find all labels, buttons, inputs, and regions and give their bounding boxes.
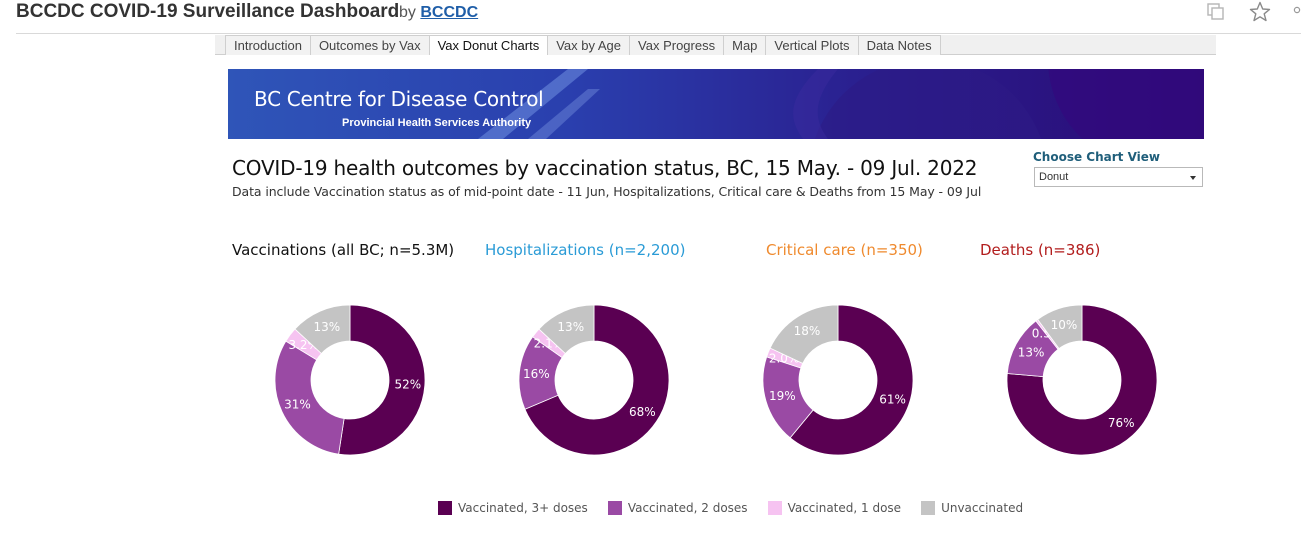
author-link[interactable]: BCCDC xyxy=(420,4,479,21)
author-line: by BCCDC xyxy=(399,4,478,22)
tab-introduction[interactable]: Introduction xyxy=(225,35,310,55)
star-icon[interactable] xyxy=(1248,0,1272,24)
tab-list: Introduction Outcomes by Vax Vax Donut Cha… xyxy=(225,35,941,55)
dashboard-header: BCCDC COVID-19 Surveillance Dashboard by… xyxy=(0,0,1301,34)
tab-vax-by-age[interactable]: Vax by Age xyxy=(547,35,630,55)
donut-data-label: 10% xyxy=(1051,318,1078,332)
legend-swatch xyxy=(438,501,452,515)
legend-item[interactable]: Vaccinated, 1 dose xyxy=(767,501,902,515)
more-icon[interactable] xyxy=(1293,6,1301,14)
chevron-down-icon xyxy=(1190,176,1196,180)
chart-view-dropdown[interactable]: Donut xyxy=(1034,167,1203,187)
header-divider xyxy=(16,33,1301,34)
legend-label: Vaccinated, 1 dose xyxy=(787,501,902,515)
chart-title-hospitalizations: Hospitalizations (n=2,200) xyxy=(485,241,686,259)
chart-view-label: Choose Chart View xyxy=(1033,150,1160,164)
donut-data-label: 61% xyxy=(879,393,906,407)
donut-data-label: 52% xyxy=(394,377,421,391)
chart-title-critical-care: Critical care (n=350) xyxy=(766,241,923,259)
donut-data-label: 13% xyxy=(1018,345,1045,359)
bccdc-banner: BC Centre for Disease Control Provincial… xyxy=(228,69,1204,139)
chart-view-selected: Donut xyxy=(1039,171,1069,183)
donut-data-label: 18% xyxy=(794,324,821,338)
data-note: Data include Vaccination status as of mi… xyxy=(232,184,982,199)
chart-title-vaccinations: Vaccinations (all BC; n=5.3M) xyxy=(232,241,455,259)
chart-legend: Vaccinated, 3+ doses Vaccinated, 2 doses V… xyxy=(438,500,1043,516)
donut-chart-3: 76%13%0.5%10% xyxy=(1006,304,1158,456)
donut-segment-vax-3-doses[interactable] xyxy=(1006,304,1158,456)
donut-data-label: 13% xyxy=(313,320,340,334)
donut-chart-0: 52%31%3.2%13% xyxy=(274,304,426,456)
donut-segment-unvaccinated[interactable] xyxy=(1037,304,1083,350)
donut-data-label: 31% xyxy=(284,398,311,412)
donut-segment-unvaccinated[interactable] xyxy=(294,304,351,355)
donut-chart-1: 68%16%2.1%13% xyxy=(518,304,670,456)
donut-data-label: 68% xyxy=(629,405,656,419)
donut-segment-vax-3-doses[interactable] xyxy=(524,304,670,456)
legend-label: Unvaccinated xyxy=(941,501,1024,515)
donut-chart-2: 61%19%2.0%18% xyxy=(762,304,914,456)
donut-data-label: 76% xyxy=(1108,416,1135,430)
donut-segment-unvaccinated[interactable] xyxy=(769,304,839,364)
legend-swatch xyxy=(921,501,936,515)
donut-data-label: 13% xyxy=(557,320,584,334)
donut-segment-vax-2-doses[interactable] xyxy=(274,340,345,455)
donut-segment-vax-3-doses[interactable] xyxy=(789,304,914,456)
donut-data-label: 16% xyxy=(523,367,550,381)
donut-segment-vax-3-doses[interactable] xyxy=(338,304,426,456)
legend-swatch xyxy=(607,501,622,515)
dashboard-title: BCCDC COVID-19 Surveillance Dashboard xyxy=(16,1,400,22)
legend-item[interactable]: Unvaccinated xyxy=(921,501,1023,515)
tab-outcomes-by-vax[interactable]: Outcomes by Vax xyxy=(309,35,429,55)
tab-vax-progress[interactable]: Vax Progress xyxy=(629,35,724,55)
legend-label: Vaccinated, 3+ doses xyxy=(458,501,588,515)
tab-vertical-plots[interactable]: Vertical Plots xyxy=(765,35,858,55)
legend-item[interactable]: Vaccinated, 3+ doses xyxy=(438,501,588,515)
tab-vax-donut-charts[interactable]: Vax Donut Charts xyxy=(428,35,548,55)
banner-org-name: BC Centre for Disease Control xyxy=(254,87,544,111)
tab-data-notes[interactable]: Data Notes xyxy=(857,35,941,55)
legend-swatch xyxy=(767,501,782,515)
page-title: COVID-19 health outcomes by vaccination … xyxy=(232,156,978,180)
legend-label: Vaccinated, 2 doses xyxy=(627,501,748,515)
banner-background xyxy=(228,69,1204,139)
legend-item[interactable]: Vaccinated, 2 doses xyxy=(607,501,748,515)
tab-map[interactable]: Map xyxy=(723,35,766,55)
donut-data-label: 19% xyxy=(769,389,796,403)
copy-icon[interactable] xyxy=(1207,3,1225,21)
donut-segment-unvaccinated[interactable] xyxy=(538,304,595,355)
chart-title-deaths: Deaths (n=386) xyxy=(980,241,1101,259)
banner-subtitle: Provincial Health Services Authority xyxy=(342,117,532,129)
dashboard-tabs: Introduction Outcomes by Vax Vax Donut Cha… xyxy=(215,35,1216,55)
by-text: by xyxy=(399,4,416,21)
